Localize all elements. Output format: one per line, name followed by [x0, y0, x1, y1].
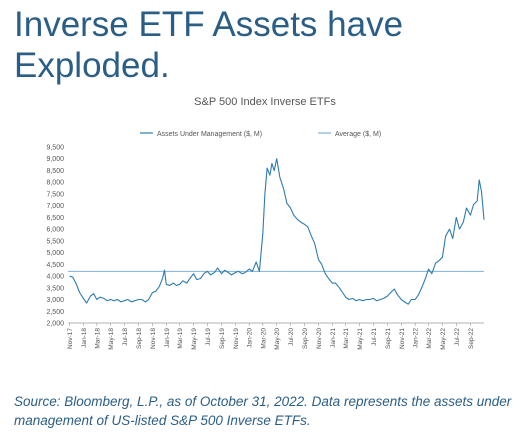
y-tick-label: 4,000	[46, 274, 64, 281]
y-tick-label: 3,500	[46, 285, 64, 292]
x-tick-label: Sep-22	[468, 328, 475, 349]
page-headline: Inverse ETF Assets have Exploded.	[14, 5, 404, 85]
source-caption: Source: Bloomberg, L.P., as of October 3…	[14, 394, 512, 428]
y-tick-label: 2,500	[46, 309, 64, 316]
x-tick-label: Sep-19	[219, 328, 226, 349]
y-tick-label: 8,000	[46, 180, 64, 187]
x-tick-label: Mar-19	[177, 328, 184, 349]
x-tick-label: Mar-22	[426, 328, 433, 349]
x-tick-label: Jul-19	[205, 328, 212, 346]
x-tick-label: Sep-18	[136, 328, 143, 349]
aum-line-chart: Assets Under Management ($, M) Average (…	[46, 131, 485, 350]
chart-title: S&P 500 Index Inverse ETFs	[194, 96, 336, 108]
x-tick-label: Jan-21	[330, 328, 337, 348]
y-tick-label: 9,000	[46, 156, 64, 163]
x-tick-label: Sep-20	[302, 328, 309, 349]
y-tick-label: 6,000	[46, 227, 64, 234]
x-tick-label: Nov-19	[233, 328, 240, 349]
y-tick-label: 5,000	[46, 250, 64, 257]
x-tick-label: Jul-18	[122, 328, 129, 346]
aum-series-line	[69, 158, 485, 305]
x-tick-label: Nov-21	[399, 328, 406, 349]
y-tick-label: 4,500	[46, 262, 64, 269]
x-tick-label: May-18	[108, 328, 115, 350]
x-tick-label: May-22	[440, 328, 447, 350]
x-tick-label: Nov-20	[316, 328, 323, 349]
y-tick-label: 7,500	[46, 191, 64, 198]
x-tick-label: Jan-18	[81, 328, 88, 348]
y-tick-label: 5,500	[46, 238, 64, 245]
x-tick-label: Nov-18	[150, 328, 157, 349]
y-tick-label: 2,000	[46, 321, 64, 328]
legend-label-aum: Assets Under Management ($, M)	[157, 131, 262, 138]
x-tick-label: Mar-21	[343, 328, 350, 349]
x-tick-label: Jan-20	[247, 328, 254, 348]
x-tick-label: Sep-21	[385, 328, 392, 349]
x-tick-label: Jan-19	[164, 328, 171, 348]
legend-label-average: Average ($, M)	[335, 131, 381, 138]
x-tick-label: Jul-20	[288, 328, 295, 346]
x-tick-label: Jan-22	[413, 328, 420, 348]
x-tick-label: Jul-22	[454, 328, 461, 346]
x-tick-label: May-20	[274, 328, 281, 350]
x-tick-label: Mar-20	[260, 328, 267, 349]
y-tick-label: 7,000	[46, 203, 64, 210]
x-tick-label: May-21	[357, 328, 364, 350]
y-axis: 9,500 9,000 8,500 8,000 7,500 7,000 6,500 6,000…	[46, 145, 64, 328]
y-tick-label: 9,500	[46, 145, 64, 152]
x-tick-label: Nov-17	[67, 328, 74, 349]
x-tick-label: Jul-21	[371, 328, 378, 346]
x-tick-label: May-19	[191, 328, 198, 350]
y-tick-label: 8,500	[46, 168, 64, 175]
x-axis: Nov-17 Jan-18 Mar-18 May-18 Jul-18 Sep-18 Nov-…	[67, 322, 484, 350]
legend: Assets Under Management ($, M) Average (…	[140, 131, 381, 138]
y-tick-label: 6,500	[46, 215, 64, 222]
x-tick-label: Mar-18	[94, 328, 101, 349]
y-tick-label: 3,000	[46, 297, 64, 304]
